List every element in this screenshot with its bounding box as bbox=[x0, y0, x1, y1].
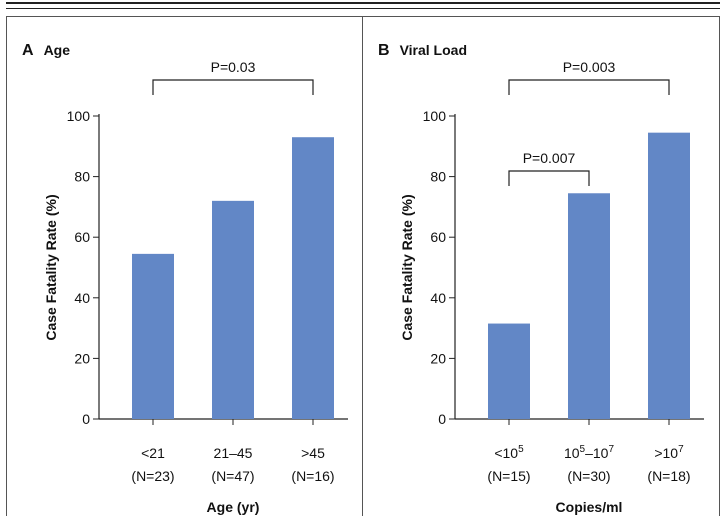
panel-a-bar bbox=[212, 200, 254, 419]
panel-a-x-tick-n: (N=23) bbox=[131, 468, 174, 484]
panel-b-bracket bbox=[508, 170, 590, 186]
panel-b-y-tick-label: 40 bbox=[430, 290, 446, 306]
panel-b-letter: B bbox=[378, 42, 390, 59]
panel-b-title: B Viral Load bbox=[378, 42, 467, 59]
panel-b-y-tick-label: 100 bbox=[423, 108, 447, 124]
panel-a-title-text: Age bbox=[44, 42, 71, 58]
panel-a-letter: A bbox=[22, 42, 34, 59]
panel-b-x-tick-n: (N=15) bbox=[487, 468, 530, 484]
panel-a-y-tick-label: 20 bbox=[74, 350, 90, 366]
panel-a-y-tick-label: 80 bbox=[74, 169, 90, 185]
panel-b-x-tick-n: (N=30) bbox=[567, 468, 610, 484]
panel-b-title-text: Viral Load bbox=[400, 42, 467, 58]
panel-b-x-tick-label: >107​ bbox=[654, 444, 684, 461]
panel-b-y-tick-label: 60 bbox=[430, 229, 446, 245]
panel-a-x-tick-label: <21 bbox=[141, 445, 165, 461]
panel-a-x-tick-label: >45 bbox=[301, 445, 325, 461]
panel-a-p-value: P=0.03 bbox=[211, 59, 256, 75]
panel-b-p-value: P=0.007 bbox=[523, 150, 576, 166]
top-rule-thin bbox=[6, 8, 720, 9]
panel-a-bracket bbox=[152, 79, 314, 95]
panel-a-chart: A Age Case Fatality Rate (%) 0 20 40 60 80 100 <2… bbox=[22, 42, 348, 515]
panel-a-y-tick-label: 100 bbox=[67, 108, 91, 124]
panel-b-x-tick-label: 105–107​ bbox=[564, 444, 615, 461]
panel-a-y-tick-label: 60 bbox=[74, 229, 90, 245]
panel-b-x-tick-label: <105​ bbox=[494, 444, 524, 461]
panel-b-y-tick-label: 0 bbox=[438, 411, 446, 427]
panel-a-y-tick-label: 40 bbox=[74, 290, 90, 306]
panel-b-bracket bbox=[508, 79, 670, 95]
panel-a-title: A Age bbox=[22, 42, 70, 59]
panel-a-x-tick-n: (N=47) bbox=[211, 468, 254, 484]
panel-a-ylabel: Case Fatality Rate (%) bbox=[43, 194, 59, 340]
panel-b-x-tick-n: (N=18) bbox=[647, 468, 690, 484]
panel-b-bar bbox=[568, 193, 610, 419]
panel-b-chart: B Viral Load Case Fatality Rate (%) 0 20 40 60… bbox=[378, 42, 704, 515]
panel-b-xlabel: Copies/ml bbox=[556, 499, 623, 515]
panel-b-p-value: P=0.003 bbox=[563, 59, 616, 75]
panel-b-bar bbox=[488, 323, 530, 419]
panel-b-frame bbox=[362, 16, 720, 516]
panel-a-bar bbox=[132, 253, 174, 419]
panel-a-y-tick-label: 0 bbox=[82, 411, 90, 427]
panel-a-bar bbox=[292, 137, 334, 419]
panel-a-xlabel: Age (yr) bbox=[207, 499, 260, 515]
panel-a-x-tick-label: 21–45 bbox=[214, 445, 253, 461]
panel-b-y-tick-label: 20 bbox=[430, 350, 446, 366]
top-rule bbox=[6, 2, 720, 4]
panel-b-ylabel: Case Fatality Rate (%) bbox=[399, 194, 415, 340]
panel-b-y-tick-label: 80 bbox=[430, 169, 446, 185]
panel-a-x-tick-n: (N=16) bbox=[291, 468, 334, 484]
panel-b-bar bbox=[648, 132, 690, 419]
